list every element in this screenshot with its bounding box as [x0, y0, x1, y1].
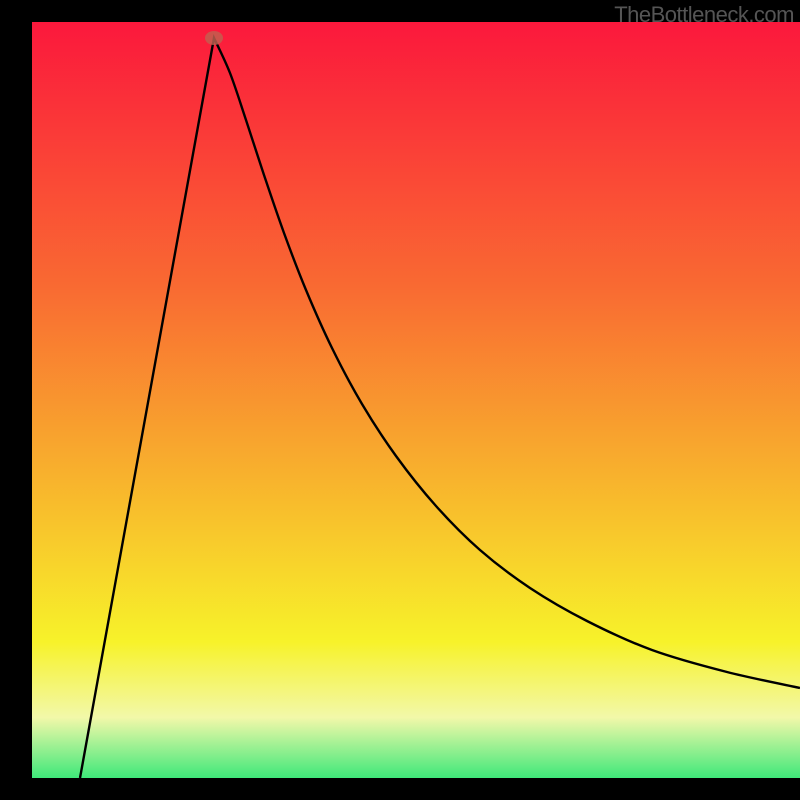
watermark-text: TheBottleneck.com	[614, 2, 794, 28]
chart-frame: TheBottleneck.com	[0, 0, 800, 800]
plot-gradient-panel	[32, 22, 800, 778]
